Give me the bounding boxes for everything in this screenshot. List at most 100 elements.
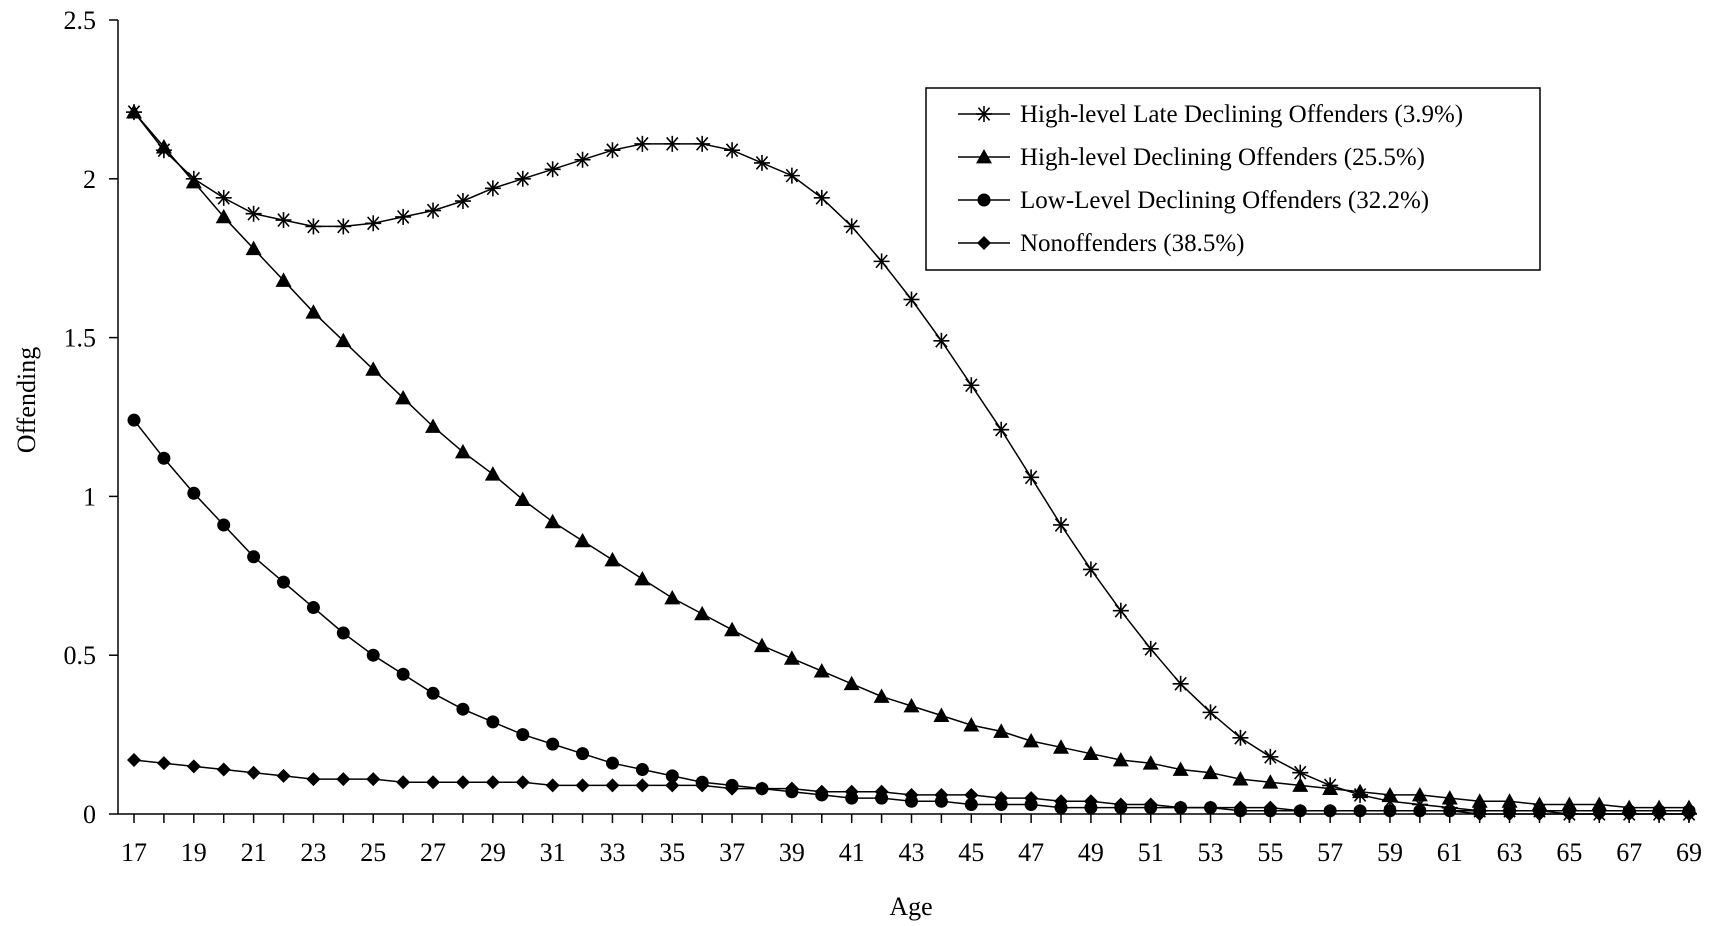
series-line [133, 419, 1689, 812]
triangle-marker [365, 361, 382, 376]
star-marker [1053, 516, 1070, 533]
diamond-marker [977, 236, 991, 250]
x-tick-label: 49 [1078, 838, 1104, 867]
x-tick-label: 65 [1556, 838, 1582, 867]
diamond-marker [1024, 791, 1039, 806]
diamond-marker [1472, 807, 1487, 821]
star-marker [724, 142, 741, 159]
x-tick-label: 69 [1676, 838, 1702, 867]
diamond-marker [276, 768, 291, 783]
triangle-marker [544, 513, 561, 529]
circle-marker [187, 486, 201, 500]
triangle-marker [1411, 786, 1428, 802]
diamond-marker [1682, 807, 1696, 821]
x-tick-label: 43 [899, 838, 925, 867]
diamond-marker [1083, 794, 1098, 809]
circle-marker [576, 747, 590, 761]
star-marker [634, 135, 651, 152]
star-marker [484, 180, 501, 197]
triangle-marker [514, 491, 531, 506]
legend-item: High-level Late Declining Offenders (3.9… [958, 101, 1463, 128]
star-marker [1142, 640, 1159, 657]
triangle-marker [634, 570, 651, 586]
diamond-marker [814, 784, 829, 799]
star-marker [275, 212, 292, 229]
diamond-marker [545, 778, 560, 793]
diamond-marker [1502, 807, 1517, 821]
diamond-marker [784, 781, 799, 796]
y-axis-title: Offending [12, 347, 41, 453]
diamond-marker [1382, 803, 1397, 818]
star-marker [1112, 602, 1129, 619]
diamond-marker [635, 778, 650, 793]
star-marker [1232, 729, 1249, 746]
triangle-marker [1053, 739, 1070, 754]
diamond-marker [725, 781, 740, 796]
diamond-marker [156, 756, 171, 771]
x-tick-label: 35 [659, 838, 685, 867]
triangle-marker [275, 272, 292, 287]
triangle-marker [215, 208, 232, 224]
triangle-marker [873, 688, 890, 703]
x-tick-label: 55 [1257, 838, 1283, 867]
star-marker [664, 135, 681, 152]
triangle-marker [1292, 777, 1309, 792]
legend-label: High-level Late Declining Offenders (3.9… [1020, 101, 1463, 128]
triangle-marker [1501, 793, 1518, 808]
triangle-marker [1441, 790, 1458, 805]
diamond-marker [366, 772, 381, 787]
series-circle [127, 413, 1696, 818]
x-tick-label: 53 [1198, 838, 1224, 867]
diamond-marker [1652, 807, 1667, 821]
triangle-marker [185, 173, 202, 189]
diamond-marker [1173, 800, 1188, 815]
star-marker [1082, 561, 1099, 578]
x-tick-label: 27 [420, 838, 446, 867]
star-marker [1023, 469, 1040, 486]
star-marker [365, 215, 382, 232]
circle-marker [516, 728, 530, 742]
triangle-marker [1262, 774, 1279, 789]
triangle-marker [1142, 755, 1159, 770]
x-tick-label: 33 [599, 838, 625, 867]
triangle-marker [126, 104, 142, 119]
diamond-marker [904, 787, 919, 802]
diamond-marker [665, 778, 680, 793]
diamond-marker [1562, 807, 1577, 821]
triangle-marker [813, 663, 830, 678]
diamond-marker [695, 778, 710, 793]
triangle-marker [305, 304, 322, 319]
x-tick-label: 37 [719, 838, 745, 867]
diamond-marker [605, 778, 620, 793]
y-tick-label: 2.5 [64, 6, 97, 35]
star-marker [395, 208, 412, 225]
triangle-marker [1322, 780, 1339, 795]
x-tick-label: 59 [1377, 838, 1403, 867]
diamond-marker [1263, 800, 1278, 815]
series-triangle [126, 104, 1697, 815]
triangle-marker [843, 675, 860, 691]
triangle-marker [574, 532, 591, 548]
diamond-marker [1622, 807, 1637, 821]
diamond-marker [994, 791, 1009, 806]
star-marker [604, 142, 621, 159]
star-marker [305, 218, 322, 235]
star-marker [993, 421, 1010, 438]
circle-marker [277, 575, 291, 589]
diamond-marker [485, 775, 500, 790]
circle-marker [605, 756, 619, 770]
circle-marker [964, 797, 978, 811]
triangle-marker [724, 621, 741, 637]
diamond-marker [1532, 807, 1547, 821]
x-tick-label: 41 [839, 838, 865, 867]
diamond-marker [1233, 800, 1248, 815]
x-tick-label: 17 [121, 838, 147, 867]
circle-marker [396, 667, 410, 681]
diamond-marker [127, 753, 141, 768]
circle-marker [306, 601, 320, 615]
y-tick-label: 2 [83, 165, 96, 194]
diamond-marker [1143, 797, 1158, 812]
diamond-marker [575, 778, 590, 793]
star-marker [843, 218, 860, 235]
